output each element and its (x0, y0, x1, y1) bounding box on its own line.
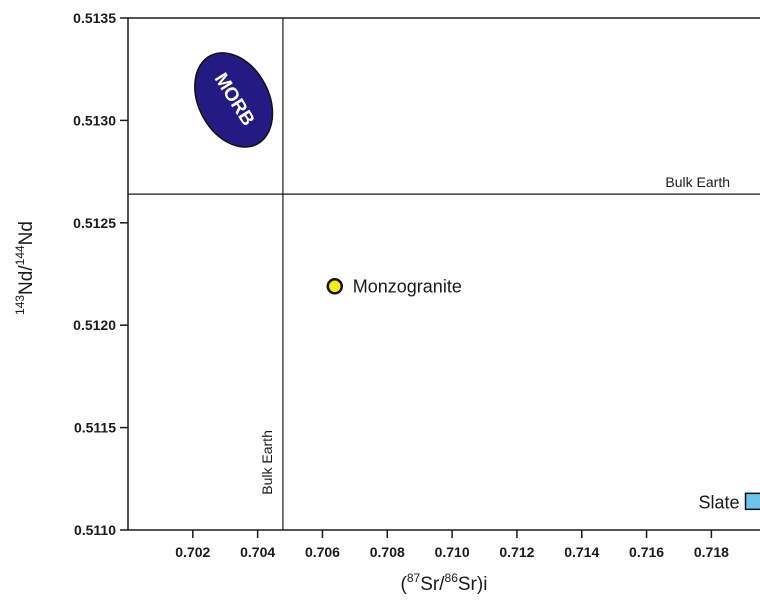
x-tick-label: 0.704 (240, 544, 275, 560)
reference-lines: Bulk Earth Bulk Earth (128, 18, 760, 530)
x-tick-label: 0.712 (499, 544, 534, 560)
x-tick-label: 0.708 (370, 544, 405, 560)
y-tick-label: 0.5120 (73, 317, 116, 333)
bulk-earth-horizontal-label: Bulk Earth (665, 174, 730, 190)
y-tick-label: 0.5115 (74, 420, 116, 436)
x-ticks: 0.702 0.704 0.706 0.708 0.710 0.712 0.714 0.716… (175, 530, 729, 560)
slate-label: Slate (698, 492, 739, 512)
data-points (326, 278, 760, 511)
morb-ellipse (194, 52, 274, 148)
plot-frame (127, 17, 760, 531)
monzogranite-label: Monzogranite (353, 276, 462, 296)
x-tick-label: 0.716 (629, 544, 664, 560)
y-tick-label: 0.5110 (74, 522, 116, 538)
x-tick-label: 0.706 (305, 544, 340, 560)
y-tick-label: 0.5135 (73, 10, 116, 26)
y-axis-title: 143Nd/144Nd (13, 221, 37, 315)
y-tick-label: 0.5130 (73, 112, 116, 128)
x-tick-label: 0.714 (564, 544, 599, 560)
slate-point (744, 492, 760, 511)
morb-field: MORB (194, 52, 274, 148)
monzogranite-point (326, 278, 344, 295)
y-ticks: 0.5110 0.5115 0.5120 0.5125 0.5130 0.5135 (73, 10, 128, 538)
y-tick-label: 0.5125 (73, 215, 116, 231)
x-tick-label: 0.718 (694, 544, 729, 560)
point-labels: Monzogranite Slate (353, 276, 740, 512)
x-tick-label: 0.710 (435, 544, 470, 560)
x-axis-title: (87Sr/86Sr)i (401, 571, 488, 595)
x-tick-label: 0.702 (175, 544, 210, 560)
bulk-earth-vertical-label: Bulk Earth (259, 430, 275, 495)
